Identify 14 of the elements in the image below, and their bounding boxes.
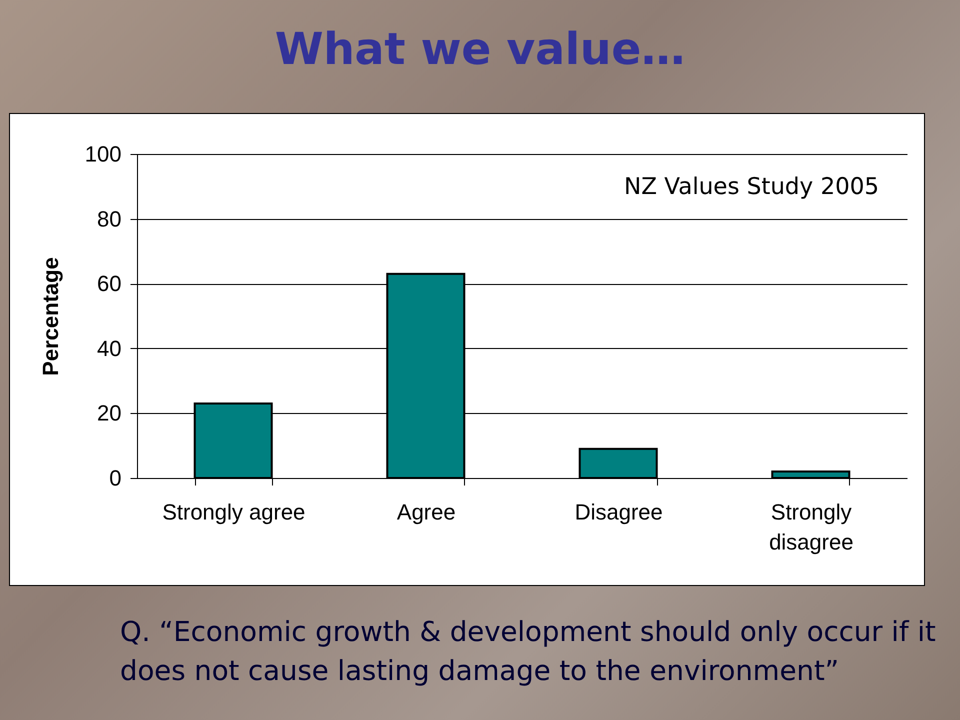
x-tick-label: Agree (396, 500, 456, 524)
x-tick-label: Disagree (574, 500, 663, 524)
y-tick-label: 40 (97, 336, 122, 361)
x-tick-label: Strongly agree (162, 500, 306, 524)
text: Q. “Economic growth & development should only occur if it does not cause lasting damage to the environment” (120, 615, 937, 689)
y-axis-title: Percentage (38, 257, 63, 376)
y-tick-label: 20 (97, 400, 122, 426)
annotation: NZ Values Study 2005 (624, 174, 879, 200)
x-tick-label: Strongly disagree (769, 500, 854, 554)
y-tick-label: 80 (97, 206, 122, 232)
y-tick-label: 0 (109, 466, 122, 490)
chart-title: What we value… (274, 23, 686, 77)
y-tick-label: 100 (84, 142, 122, 166)
y-tick-label: 60 (97, 271, 122, 296)
